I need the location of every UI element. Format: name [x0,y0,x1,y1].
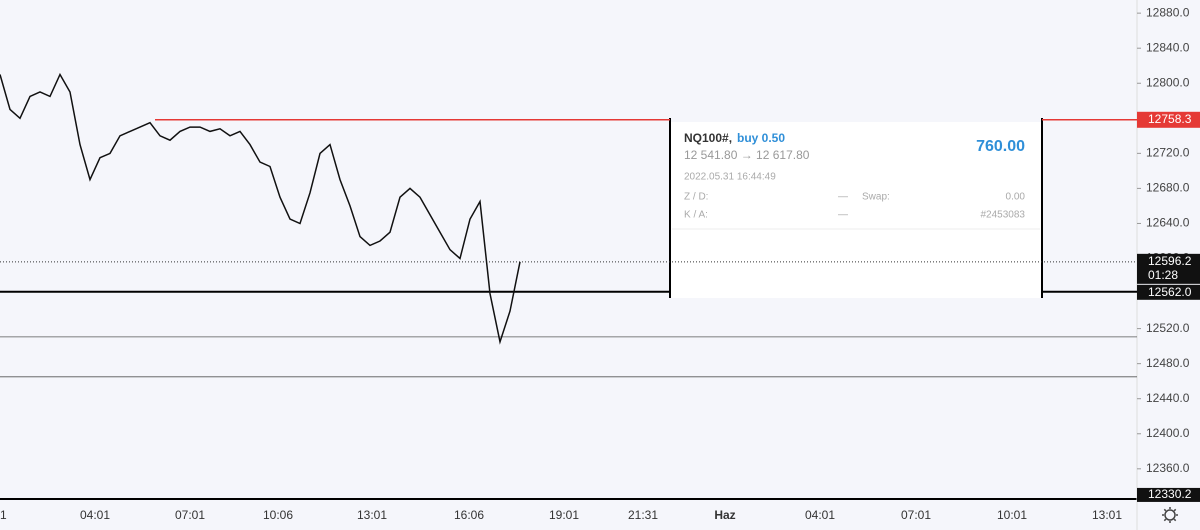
price-tick-label: 12480.0 [1146,356,1190,370]
time-label: 10:01 [997,508,1027,522]
low-label: 12330.2 [1148,487,1192,501]
trade-row-text: — [838,210,848,221]
trade-panel-bg [670,122,1042,298]
price-tick-label: 12880.0 [1146,5,1190,19]
trade-row-text: Z / D: [684,192,708,203]
take-profit-label: 12758.3 [1148,112,1192,126]
trade-row-text: — [838,192,848,203]
trade-row-text: K / A: [684,210,708,221]
settings-icon[interactable] [1162,507,1178,523]
time-label: 10:06 [263,508,293,522]
time-label: 13:01 [357,508,387,522]
take-profit-badge [1137,111,1200,128]
trade-row-text: 0.00 [1006,192,1026,203]
trade-side: buy 0.50 [737,131,785,145]
price-tick-label: 12680.0 [1146,181,1190,195]
time-label: 07:01 [901,508,931,522]
price-tick-label: 12720.0 [1146,146,1190,160]
price-tick-label: 12520.0 [1146,321,1190,335]
time-label: 13:01 [1092,508,1122,522]
trade-row-text: Swap: [862,192,890,203]
price-tick-label: 12360.0 [1146,461,1190,475]
price-tick-label: 12840.0 [1146,40,1190,54]
trade-time: 2022.05.31 16:44:49 [684,172,776,183]
time-label: 1 [0,508,7,522]
trade-symbol: NQ100#, [684,131,732,145]
trade-profit: 760.00 [976,138,1025,155]
trade-row-text: #2453083 [981,210,1026,221]
countdown-label: 01:28 [1148,268,1178,282]
time-label: 04:01 [805,508,835,522]
time-label: 07:01 [175,508,205,522]
price-line [0,72,521,345]
time-label: 19:01 [549,508,579,522]
price-tick-label: 12640.0 [1146,216,1190,230]
price-tick-label: 12400.0 [1146,426,1190,440]
time-label: 16:06 [454,508,484,522]
current-label: 12596.2 [1148,254,1192,268]
current-badge [1137,253,1200,284]
price-tick-label: 12440.0 [1146,391,1190,405]
trade-prices: 12 541.80 → 12 617.80 [684,148,810,162]
time-label: 04:01 [80,508,110,522]
low-badge [1137,487,1200,502]
time-label: Haz [714,508,735,522]
price-tick-label: 12800.0 [1146,75,1190,89]
time-label: 21:31 [628,508,658,522]
entry-label: 12562.0 [1148,285,1192,299]
entry-badge [1137,284,1200,300]
